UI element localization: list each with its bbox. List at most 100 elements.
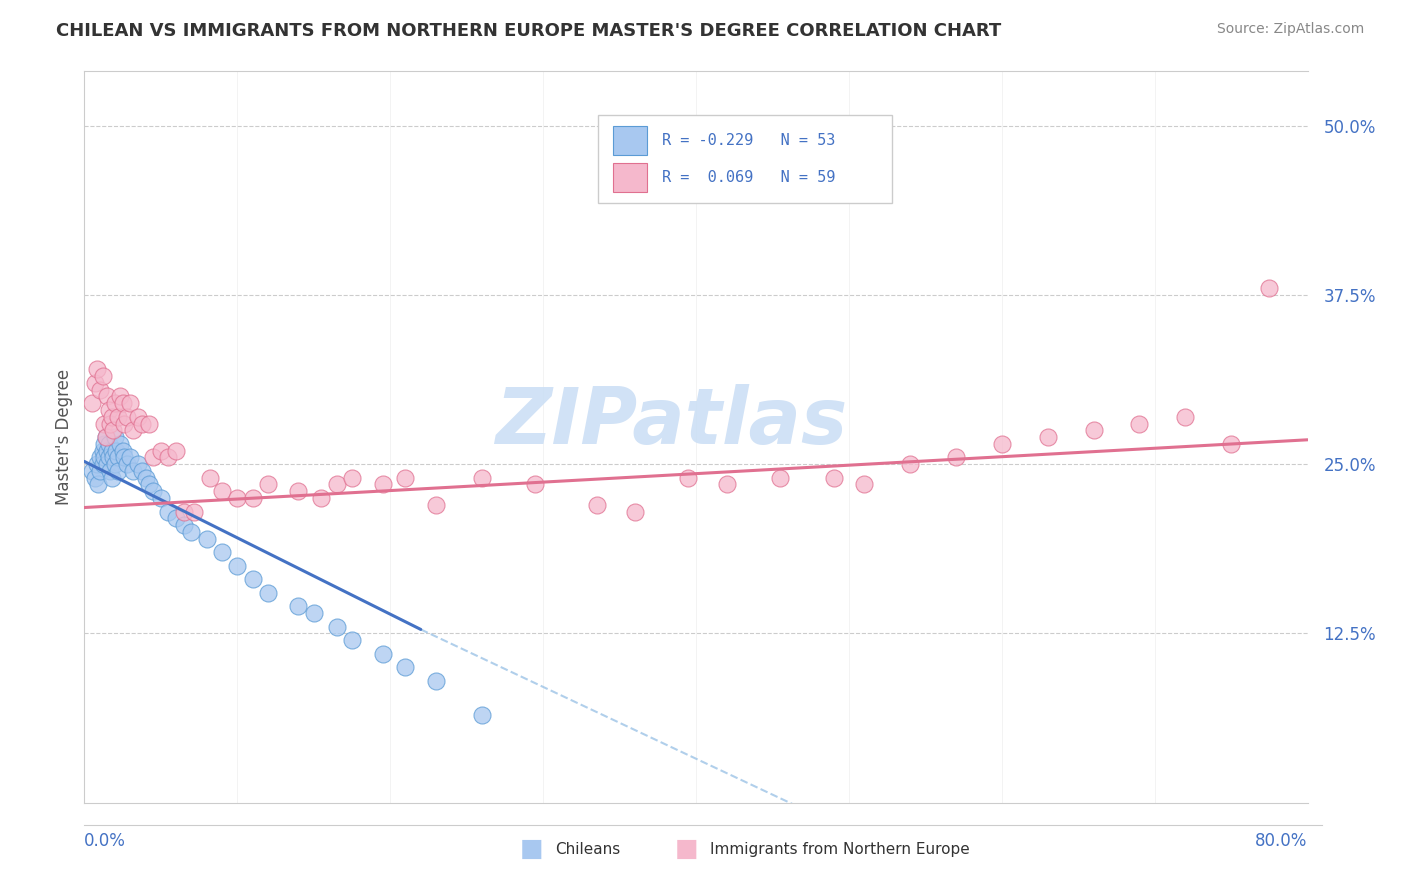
Point [104,430,127,444]
Text: R =  0.069   N = 59: R = 0.069 N = 59 [662,169,835,185]
Text: 80.0%: 80.0% [1256,832,1308,850]
Point [1258,281,1281,295]
Point [1128,417,1150,431]
Point [1174,409,1197,424]
Point [242,491,264,505]
Point [195,532,218,546]
Point [173,505,195,519]
Point [96,389,118,403]
Point [115,457,138,471]
Point [93,417,115,431]
Point [149,443,172,458]
Point [101,443,124,458]
Point [104,396,127,410]
Point [394,471,416,485]
Point [93,450,115,465]
Text: Chileans: Chileans [555,842,620,856]
Point [107,464,129,478]
Point [340,633,363,648]
Point [98,417,121,431]
Point [769,471,792,485]
Point [165,511,187,525]
Point [149,491,172,505]
Point [97,403,120,417]
Point [111,443,134,458]
Point [257,477,280,491]
Point [371,647,394,661]
Point [112,450,135,465]
Point [131,417,153,431]
Point [122,464,145,478]
Point [1220,437,1243,451]
Point [624,505,647,519]
Text: CHILEAN VS IMMIGRANTS FROM NORTHERN EUROPE MASTER'S DEGREE CORRELATION CHART: CHILEAN VS IMMIGRANTS FROM NORTHERN EURO… [56,22,1001,40]
Point [96,457,118,471]
Point [97,437,120,451]
Point [173,518,195,533]
Point [425,498,447,512]
Point [165,443,187,458]
Point [84,376,107,390]
Point [678,471,700,485]
Point [945,450,967,465]
Point [107,450,129,465]
Point [138,477,160,491]
Point [89,450,111,465]
Point [98,464,121,478]
Point [716,477,738,491]
Point [325,620,347,634]
Point [853,477,876,491]
Point [91,443,114,458]
Point [302,606,325,620]
Point [104,457,127,471]
Point [101,471,124,485]
Y-axis label: Master's Degree: Master's Degree [55,369,73,505]
Point [108,389,131,403]
Point [157,450,180,465]
Text: ■: ■ [675,838,699,861]
Point [108,437,131,451]
Point [371,477,394,491]
Point [180,524,202,539]
Point [325,477,347,491]
Point [1036,430,1059,444]
Point [131,464,153,478]
Point [80,464,103,478]
Point [105,443,128,458]
Point [91,457,114,471]
Point [87,477,110,491]
Point [103,450,125,465]
Point [211,545,233,559]
Point [101,409,124,424]
Point [91,369,114,384]
Point [183,505,205,519]
Point [122,423,145,437]
FancyBboxPatch shape [613,126,647,155]
Point [86,362,108,376]
Point [97,450,120,465]
Point [471,471,494,485]
Point [823,471,845,485]
Text: R = -0.229   N = 53: R = -0.229 N = 53 [662,133,835,148]
Point [111,396,134,410]
Point [112,417,135,431]
Point [257,586,280,600]
Point [211,484,233,499]
Point [142,484,165,499]
Point [585,498,607,512]
Point [120,396,142,410]
Point [287,599,309,614]
Point [226,491,249,505]
Point [94,430,117,444]
Point [226,558,249,573]
Point [80,396,103,410]
Text: Immigrants from Northern Europe: Immigrants from Northern Europe [710,842,970,856]
Point [96,443,118,458]
Point [991,437,1014,451]
Text: ZIPatlas: ZIPatlas [495,384,848,460]
Point [94,430,117,444]
Point [287,484,309,499]
Point [198,471,221,485]
Point [340,471,363,485]
Point [93,437,115,451]
